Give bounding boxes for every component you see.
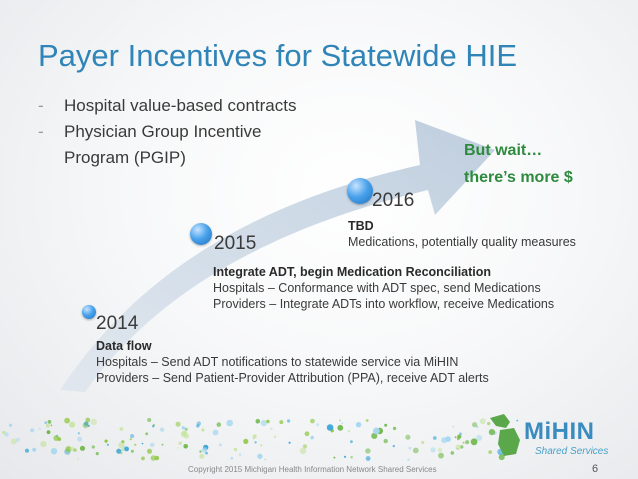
milestone-2014-details: Data flow Hospitals – Send ADT notificat…	[96, 338, 489, 386]
michigan-map-icon	[490, 414, 520, 456]
year-label-2016: 2016	[372, 190, 415, 211]
callout-line: But wait…	[464, 142, 543, 159]
milestone-line: Hospitals – Conformance with ADT spec, s…	[213, 281, 541, 295]
callout-text: But wait… there’s more $	[464, 137, 573, 191]
milestone-heading: Integrate ADT, begin Medication Reconcil…	[213, 265, 492, 279]
milestone-line: Providers – Integrate ADTs into workflow…	[213, 297, 555, 311]
milestone-dot-2014	[82, 305, 96, 319]
logo-wordmark: MiHIN	[524, 418, 595, 445]
bullet-text-continued: Program (PGIP)	[64, 148, 186, 167]
copyright-footer: Copyright 2015 Michigan Health Informati…	[188, 465, 437, 474]
network-dots-decoration	[2, 417, 519, 461]
milestone-dot-2016	[347, 178, 373, 204]
bullet-dash: -	[38, 96, 44, 115]
callout-line: there’s more $	[464, 169, 573, 186]
milestone-2015-details: Integrate ADT, begin Medication Reconcil…	[213, 264, 554, 312]
page-number: 6	[592, 463, 599, 475]
bullet-text: Physician Group Incentive	[64, 122, 262, 141]
milestone-line: Hospitals – Send ADT notifications to st…	[96, 355, 459, 369]
slide-title: Payer Incentives for Statewide HIE	[38, 38, 518, 73]
milestone-heading: Data flow	[96, 339, 152, 353]
milestone-line: Medications, potentially quality measure…	[348, 235, 576, 249]
milestone-dot-2015	[190, 223, 212, 245]
milestone-line: Providers – Send Patient-Provider Attrib…	[96, 371, 489, 385]
bullet-item: - Physician Group Incentive	[38, 119, 296, 145]
bullet-dash: -	[38, 122, 44, 141]
year-label-2014: 2014	[96, 313, 139, 334]
bullet-text: Hospital value-based contracts	[64, 96, 297, 115]
bullet-item: - Hospital value-based contracts	[38, 93, 296, 119]
milestone-2016-details: TBD Medications, potentially quality mea…	[348, 218, 576, 250]
logo-tagline: Shared Services	[535, 446, 609, 457]
bullet-list: - Hospital value-based contracts - Physi…	[38, 93, 296, 171]
year-label-2015: 2015	[214, 233, 257, 254]
milestone-heading: TBD	[348, 219, 374, 233]
